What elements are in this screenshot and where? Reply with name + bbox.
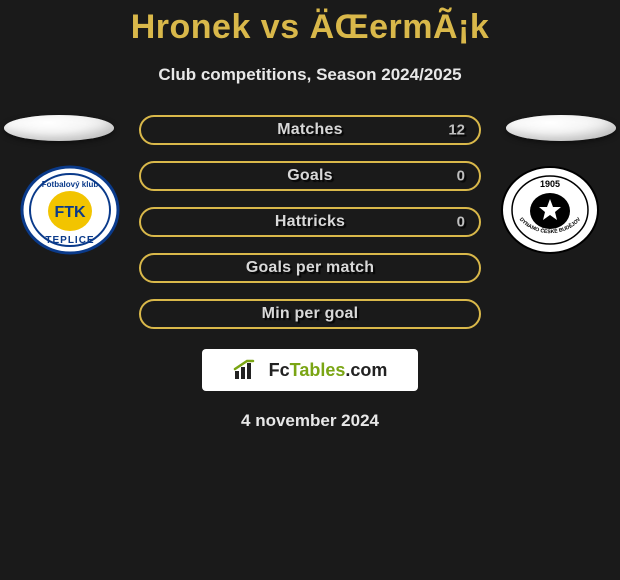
stat-right-value: 0 [457, 168, 465, 185]
subtitle: Club competitions, Season 2024/2025 [0, 65, 620, 85]
content-area: Fotbalový klub FTK TEPLICE 1905 SK DYNAM… [0, 115, 620, 431]
stat-row-min-per-goal: Min per goal [139, 299, 481, 329]
dynamo-badge-icon: 1905 SK DYNAMO ČESKÉ BUDĚJOVICE [500, 165, 600, 255]
teplice-badge-icon: Fotbalový klub FTK TEPLICE [20, 165, 120, 255]
svg-text:FTK: FTK [54, 204, 86, 221]
club-badge-right: 1905 SK DYNAMO ČESKÉ BUDĚJOVICE [500, 165, 600, 255]
stat-row-goals: Goals 0 [139, 161, 481, 191]
stat-row-matches: Matches 12 [139, 115, 481, 145]
brand-text: FcTables.com [269, 360, 388, 381]
svg-text:TEPLICE: TEPLICE [45, 235, 94, 246]
stat-label: Goals [287, 167, 332, 185]
stat-label: Goals per match [246, 259, 374, 277]
stat-right-value: 0 [457, 214, 465, 231]
date-label: 4 november 2024 [0, 411, 620, 431]
svg-text:Fotbalový klub: Fotbalový klub [42, 180, 99, 189]
stat-label: Min per goal [262, 305, 359, 323]
player-photo-placeholder-left [4, 115, 114, 141]
stats-list: Matches 12 Goals 0 Hattricks 0 Goals per… [139, 115, 481, 329]
stat-row-goals-per-match: Goals per match [139, 253, 481, 283]
player-photo-placeholder-right [506, 115, 616, 141]
brand-suffix: .com [345, 360, 387, 381]
stat-right-value: 12 [448, 122, 465, 139]
page-title: Hronek vs ÄŒermÃ¡k [0, 0, 620, 47]
stat-label: Matches [277, 121, 342, 139]
stat-row-hattricks: Hattricks 0 [139, 207, 481, 237]
brand-main: Tables [290, 360, 346, 381]
bar-chart-icon [233, 359, 259, 381]
brand-attribution[interactable]: FcTables.com [202, 349, 418, 391]
stat-label: Hattricks [275, 213, 345, 231]
svg-text:1905: 1905 [540, 179, 560, 189]
brand-prefix: Fc [269, 360, 290, 381]
club-badge-left: Fotbalový klub FTK TEPLICE [20, 165, 120, 255]
